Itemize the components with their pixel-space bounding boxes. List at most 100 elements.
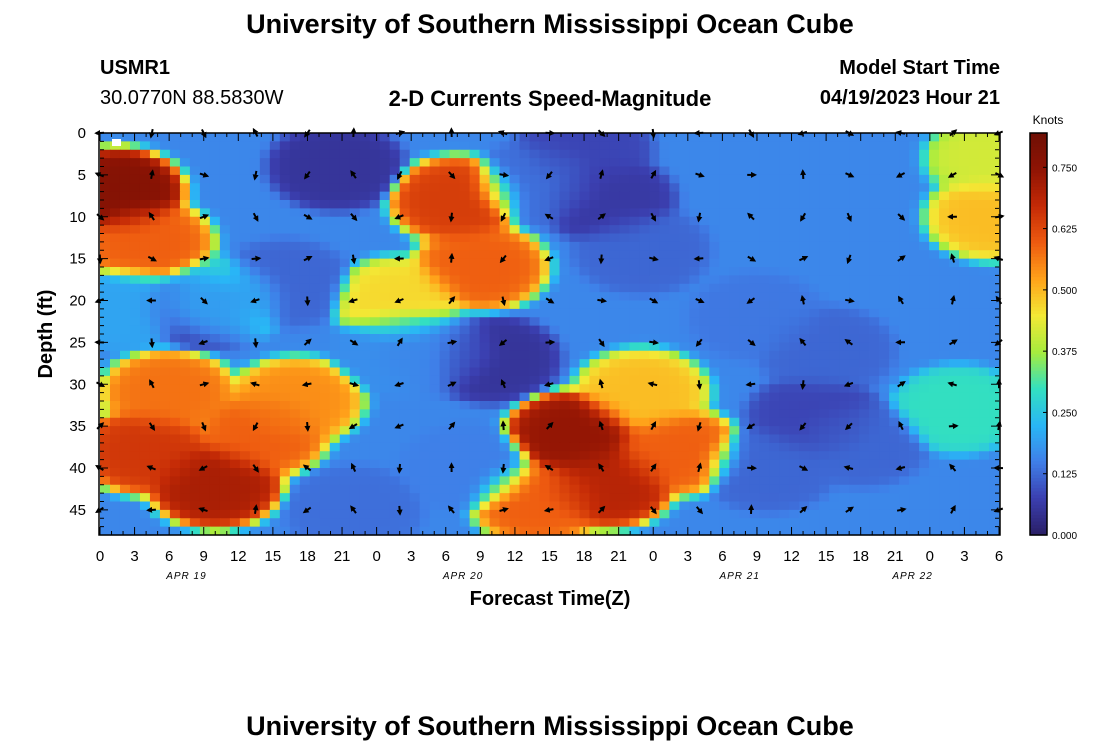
heatmap-cell (219, 509, 231, 519)
heatmap-cell (239, 375, 251, 385)
heatmap-cell (779, 476, 790, 486)
heatmap-cell (659, 208, 670, 218)
heatmap-cell (709, 476, 720, 486)
heatmap-cell (189, 141, 201, 151)
heatmap-cell (569, 325, 581, 335)
heatmap-cell (289, 459, 301, 469)
heatmap-cell (239, 350, 251, 360)
heatmap-cell (949, 367, 960, 377)
heatmap-cell (879, 166, 890, 176)
heatmap-cell (679, 468, 690, 477)
heatmap-cell (100, 191, 111, 201)
heatmap-cell (289, 367, 301, 377)
heatmap-cell (949, 292, 960, 302)
heatmap-cell (379, 133, 391, 142)
heatmap-cell (299, 518, 311, 528)
heatmap-cell (389, 141, 401, 151)
heatmap-cell (609, 225, 621, 235)
heatmap-cell (839, 518, 850, 528)
heatmap-cell (799, 241, 810, 251)
heatmap-cell (809, 434, 820, 444)
heatmap-cell (949, 484, 960, 494)
heatmap-cell (599, 426, 611, 436)
heatmap-cell (519, 468, 531, 477)
heatmap-cell (869, 484, 880, 494)
heatmap-cell (809, 367, 820, 377)
heatmap-cell (379, 509, 391, 519)
heatmap-cell (319, 468, 331, 477)
heatmap-cell (359, 174, 371, 184)
heatmap-cell (839, 208, 850, 218)
heatmap-cell (449, 158, 461, 168)
heatmap-cell (689, 384, 700, 394)
heatmap-cell (819, 174, 830, 184)
heatmap-cell (559, 275, 571, 285)
heatmap-cell (619, 509, 631, 519)
heatmap-cell (799, 426, 810, 436)
heatmap-cell (219, 451, 231, 461)
heatmap-cell (779, 367, 790, 377)
heatmap-cell (639, 468, 650, 477)
current-arrow (650, 169, 657, 179)
heatmap-cell (899, 501, 910, 511)
heatmap-cell (389, 200, 401, 209)
heatmap-cell (739, 509, 750, 519)
heatmap-cell (589, 518, 601, 528)
heatmap-cell (549, 493, 561, 503)
heatmap-cell (759, 283, 770, 293)
current-arrow (199, 255, 210, 262)
heatmap-cell (809, 493, 820, 503)
colorbar-swatch (1030, 200, 1047, 204)
heatmap-cell (100, 317, 111, 327)
heatmap-cell (309, 208, 321, 218)
heatmap-cell (449, 216, 461, 226)
heatmap-cell (119, 225, 131, 235)
colorbar-swatch (1030, 176, 1047, 181)
heatmap-cell (709, 216, 720, 226)
heatmap-cell (329, 426, 341, 436)
heatmap-cell (959, 442, 970, 452)
heatmap-cell (389, 392, 401, 402)
heatmap-cell (949, 183, 960, 193)
heatmap-cell (879, 459, 890, 469)
heatmap-cell (409, 417, 421, 427)
heatmap-cell (969, 334, 980, 343)
date-label: APR 19 (165, 571, 206, 582)
heatmap-cell (379, 401, 391, 410)
heatmap-cell (979, 501, 990, 511)
heatmap-cell (699, 258, 710, 268)
heatmap-cell (889, 158, 900, 168)
heatmap-cell (299, 484, 311, 494)
heatmap-cell (889, 401, 900, 410)
heatmap-cell (209, 208, 221, 218)
heatmap-cell (689, 476, 700, 486)
colorbar-swatch (1030, 183, 1047, 188)
heatmap-cell (459, 133, 471, 142)
heatmap-cell (979, 325, 990, 335)
heatmap-cell (979, 484, 990, 494)
heatmap-cell (329, 442, 341, 452)
heatmap-cell (489, 250, 501, 260)
heatmap-cell (909, 233, 920, 243)
heatmap-cell (829, 250, 840, 260)
heatmap-cell (949, 241, 960, 251)
heatmap-cell (269, 258, 281, 268)
heatmap-cell (100, 233, 111, 243)
heatmap-cell (399, 317, 411, 327)
heatmap-cell (659, 384, 670, 394)
heatmap-cell (139, 133, 151, 142)
heatmap-cell (899, 292, 910, 302)
heatmap-cell (709, 208, 720, 218)
heatmap-cell (549, 484, 561, 494)
heatmap-cell (119, 317, 131, 327)
heatmap-cell (599, 183, 611, 193)
heatmap-cell (169, 149, 181, 159)
heatmap-cell (129, 451, 141, 461)
heatmap-cell (189, 166, 201, 176)
heatmap-cell (869, 216, 880, 226)
heatmap-cell (119, 267, 131, 276)
heatmap-cell (779, 459, 790, 469)
heatmap-cell (179, 325, 191, 335)
heatmap-cell (379, 409, 391, 419)
heatmap-cell (479, 292, 491, 302)
